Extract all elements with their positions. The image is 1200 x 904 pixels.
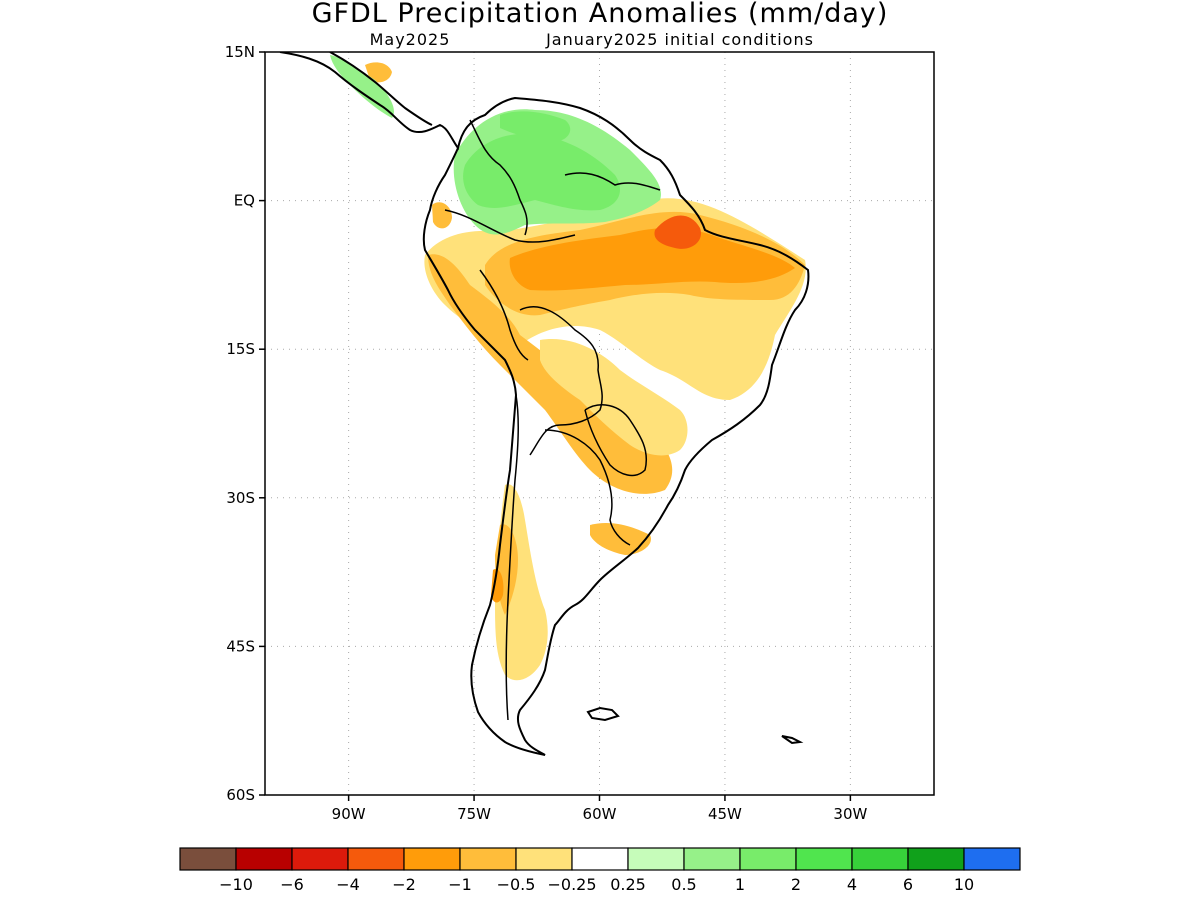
colorbar-swatch xyxy=(179,847,237,871)
anomaly-region-amazon-orange-2 xyxy=(509,227,795,291)
colorbar-swatch xyxy=(851,847,909,871)
lat-tick-label: 60S xyxy=(226,786,255,804)
lat-tick-label: 15S xyxy=(226,340,255,358)
colorbar-swatch xyxy=(571,847,629,871)
colorbar-swatch xyxy=(795,847,853,871)
border-colombia-venezuela xyxy=(469,119,528,236)
anomaly-region-guiana-green-mid xyxy=(463,133,620,211)
border-argentina-chile xyxy=(505,394,519,721)
subtitle-month: May2025 xyxy=(370,30,451,49)
lat-tick-label: EQ xyxy=(234,192,255,210)
colorbar-swatch xyxy=(347,847,405,871)
lon-tick-label: 45W xyxy=(708,805,742,823)
colorbar-swatch xyxy=(683,847,741,871)
border-guianas xyxy=(564,172,661,191)
border-argentina-brazil xyxy=(544,429,631,546)
colorbar-swatch xyxy=(459,847,517,871)
longitude-labels: 90W 75W 60W 45W 30W xyxy=(332,805,868,823)
lat-tick-label: 15N xyxy=(225,43,255,61)
lon-tick-label: 30W xyxy=(833,805,867,823)
colorbar-swatch xyxy=(291,847,349,871)
anomaly-region-amazon-redorange xyxy=(654,215,701,249)
latitude-labels: 15N EQ 15S 30S 45S 60S xyxy=(225,43,255,804)
axis-ticks xyxy=(259,51,852,801)
colorbar-label: −6 xyxy=(280,875,304,894)
anomaly-region-central-america-green xyxy=(330,55,395,118)
anomaly-region-paraguay-yellow xyxy=(540,339,688,456)
south-georgia xyxy=(781,735,804,745)
colorbar-label: −1 xyxy=(448,875,472,894)
anomaly-region-venezuela-green xyxy=(500,111,571,142)
anomaly-region-central-america-yellow xyxy=(365,62,392,83)
border-paraguay xyxy=(584,404,647,477)
colorbar-label: 6 xyxy=(903,875,913,894)
coastlines xyxy=(279,52,810,756)
lon-tick-label: 60W xyxy=(583,805,617,823)
subtitle-initial-conditions: January2025 initial conditions xyxy=(545,30,814,49)
colorbar-label: 4 xyxy=(847,875,857,894)
colorbar-label: −4 xyxy=(336,875,360,894)
colorbar xyxy=(179,847,1021,871)
colorbar-swatch xyxy=(235,847,293,871)
border-amazon xyxy=(444,209,576,243)
colorbar-label: −2 xyxy=(392,875,416,894)
colorbar-label: −10 xyxy=(219,875,253,894)
colorbar-label: 10 xyxy=(954,875,974,894)
colorbar-swatch xyxy=(515,847,573,871)
colorbar-swatch xyxy=(403,847,461,871)
lon-tick-label: 90W xyxy=(332,805,366,823)
anomaly-region-chile-darkorange xyxy=(491,569,504,603)
border-bolivia xyxy=(519,306,603,456)
colorbar-label: 0.25 xyxy=(610,875,646,894)
colorbar-label: 2 xyxy=(791,875,801,894)
colorbar-swatch xyxy=(963,847,1021,871)
lon-tick-label: 75W xyxy=(457,805,491,823)
colorbar-label: 1 xyxy=(735,875,745,894)
anomaly-region-northern-andes-orange xyxy=(432,202,452,229)
colorbar-swatch xyxy=(739,847,797,871)
colorbar-swatch xyxy=(907,847,965,871)
lat-tick-label: 30S xyxy=(226,489,255,507)
falkland-islands xyxy=(586,706,620,722)
page-title: GFDL Precipitation Anomalies (mm/day) xyxy=(312,0,889,29)
colorbar-labels: −10 −6 −4 −2 −1 −0.5 −0.25 0.25 0.5 1 2 4 6 10 xyxy=(219,875,974,894)
colorbar-label: −0.25 xyxy=(547,875,596,894)
border-peru-brazil xyxy=(479,269,529,361)
lat-tick-label: 45S xyxy=(226,637,255,655)
colorbar-label: −0.5 xyxy=(497,875,536,894)
colorbar-swatch xyxy=(627,847,685,871)
colorbar-label: 0.5 xyxy=(671,875,696,894)
central-america-coastline xyxy=(329,52,433,126)
